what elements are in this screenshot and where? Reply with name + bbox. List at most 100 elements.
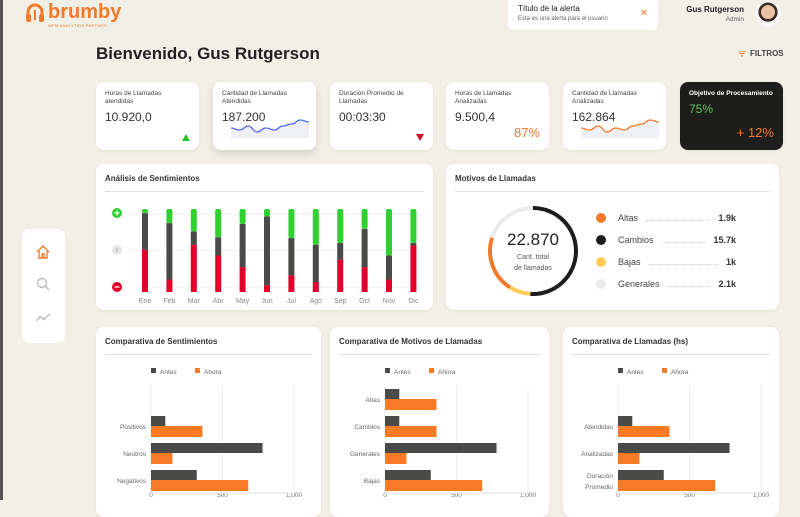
headphones-logo-icon — [26, 3, 44, 22]
kpi-card-duracion-promedio[interactable]: Duración Promedio de Llamadas 00:03:30 — [330, 82, 433, 150]
sparkline-line — [581, 119, 659, 133]
legend-dot-icon — [596, 279, 606, 289]
panel-title: Comparativa de Llamadas (hs) — [572, 337, 689, 346]
bar-antes-analizadas — [618, 443, 730, 453]
bar-ahora-cambios — [385, 426, 437, 437]
comparison-chart: Antes Ahora 0 500 1,000 Atendidas Analizadas Du… — [581, 368, 770, 499]
donut-label-1: Cant. total — [517, 254, 549, 261]
legend-swatch-antes — [385, 368, 390, 373]
bar-segment-positive-jun — [264, 209, 270, 217]
bar-segment-neutral-mar — [190, 231, 197, 245]
bar-segment-neutral-jul — [288, 238, 295, 276]
kpi-label: Duración Promedio de Llamadas — [339, 90, 404, 105]
x-tick-label: 500 — [451, 492, 462, 499]
month-label: Dic — [408, 298, 419, 305]
search-icon[interactable] — [35, 276, 51, 292]
kpi-card-cantidad-atendidas[interactable]: Cantidad de Llamadas Atendidas 187.200 — [213, 82, 316, 150]
bar-segment-neutral-may — [239, 223, 246, 268]
legend-swatch-antes — [151, 368, 156, 373]
kpi-card-horas-analizadas[interactable]: Horas de Llamadas Analizadas 9.500,4 87% — [446, 82, 549, 150]
bar-antes-altas — [385, 389, 400, 399]
bar-segment-positive-oct — [361, 209, 368, 229]
category-label: Altas — [366, 397, 381, 404]
bar-segment-negative-oct — [361, 267, 368, 292]
category-label: Promedio — [585, 484, 613, 491]
alert-message: Esta es una alerta para el usuario — [518, 16, 608, 22]
donut-segment-generales — [490, 206, 534, 239]
month-label: Nov — [383, 298, 396, 305]
bar-segment-neutral-dic — [410, 243, 417, 246]
month-label: Jun — [261, 298, 272, 305]
bar-segment-negative-abr — [215, 255, 222, 292]
kpi-card-horas-atendidas[interactable]: Horas de Llamadas atendidas 10.920,0 — [96, 82, 199, 150]
comparison-panel-motivos: Comparativa de Motivos de Llamadas Antes… — [330, 327, 549, 517]
bar-segment-negative-may — [239, 267, 246, 292]
legend-value: 2.1k — [718, 279, 736, 289]
legend-swatch-ahora — [195, 368, 200, 373]
bar-segment-neutral-ene — [142, 213, 148, 250]
bar-antes-cambios — [385, 416, 400, 426]
legend-label: Cambios — [618, 235, 654, 245]
brand-tagline: WFM ANALYTICS PARTNER — [48, 23, 107, 28]
bar-segment-positive-may — [239, 209, 246, 224]
legend-item-generales: Generales 2.1k — [596, 279, 736, 289]
filters-label: FILTROS — [750, 49, 784, 58]
brand-logo[interactable]: brumby WFM ANALYTICS PARTNER — [25, 2, 121, 28]
bar-segment-neutral-sep — [337, 243, 344, 260]
filters-button[interactable]: FILTROS — [738, 49, 784, 58]
x-tick-label: 0 — [149, 492, 153, 499]
home-icon[interactable] — [35, 244, 51, 260]
leader-line — [646, 215, 711, 221]
bar-ahora-analizadas — [618, 453, 640, 464]
bar-segment-positive-abr — [215, 209, 222, 238]
month-label: Ene — [139, 298, 152, 305]
bar-segment-neutral-ago — [312, 244, 319, 283]
kpi-value: 00:03:30 — [339, 110, 386, 124]
analytics-icon[interactable] — [35, 309, 51, 325]
bar-segment-positive-mar — [190, 209, 197, 232]
category-label: Positivos — [120, 424, 147, 431]
kpi-value: 9.500,4 — [455, 110, 496, 124]
neutral-icon — [112, 245, 122, 255]
bar-segment-negative-nov — [386, 279, 392, 292]
category-label: Bajas — [364, 478, 381, 485]
positive-icon — [112, 208, 122, 218]
trend-down-icon — [416, 134, 424, 141]
sentiment-chart: Ene Feb Mar Abr May Jun Jul Ago Sep Oct Nov Dic — [112, 208, 424, 305]
bar-antes-generales — [385, 443, 497, 453]
divider — [339, 354, 540, 355]
donut-segment-bajas — [508, 285, 531, 296]
divider — [105, 354, 312, 355]
category-label: Generales — [350, 451, 381, 458]
close-icon[interactable]: ✕ — [639, 8, 648, 19]
bar-ahora-altas — [385, 399, 437, 410]
legend-dot-icon — [596, 257, 606, 267]
legend-label: Bajas — [618, 257, 641, 267]
kpi-label: Cantidad de Llamadas Analizadas — [572, 90, 638, 105]
legend-label: Antes — [627, 369, 644, 376]
x-tick-label: 500 — [217, 492, 228, 499]
month-label: Jul — [287, 298, 296, 305]
bar-ahora-bajas — [385, 480, 483, 491]
kpi-card-objetivo[interactable]: Objetivo de Procesamiento 75% + 12% — [680, 82, 783, 150]
month-label: Sep — [334, 298, 347, 305]
legend-label: Altas — [618, 213, 639, 223]
user-role: Admin — [725, 16, 744, 23]
avatar[interactable] — [755, 0, 781, 27]
month-label: Ago — [310, 298, 323, 305]
motivos-panel: Motivos de Llamadas 22.870 Cant. total d… — [446, 164, 779, 310]
x-tick-label: 500 — [684, 492, 695, 499]
user-name: Gus Rutgerson — [686, 5, 744, 14]
panel-title: Comparativa de Motivos de Llamadas — [339, 337, 483, 346]
divider — [455, 191, 770, 192]
motivos-donut-chart — [488, 206, 578, 296]
bar-segment-positive-ago — [312, 209, 319, 245]
bar-antes-duración-promedio — [618, 470, 664, 480]
divider — [105, 191, 424, 192]
month-label: Mar — [188, 298, 201, 305]
month-label: May — [236, 298, 250, 305]
donut-label-2: de llamadas — [514, 265, 552, 272]
legend-item-cambios: Cambios 15.7k — [596, 235, 736, 245]
kpi-card-cantidad-analizadas[interactable]: Cantidad de Llamadas Analizadas 162.864 — [563, 82, 666, 150]
bar-segment-neutral-jun — [264, 216, 270, 286]
